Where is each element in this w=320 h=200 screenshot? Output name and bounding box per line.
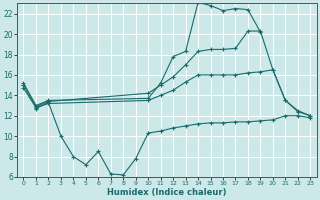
X-axis label: Humidex (Indice chaleur): Humidex (Indice chaleur) — [107, 188, 227, 197]
